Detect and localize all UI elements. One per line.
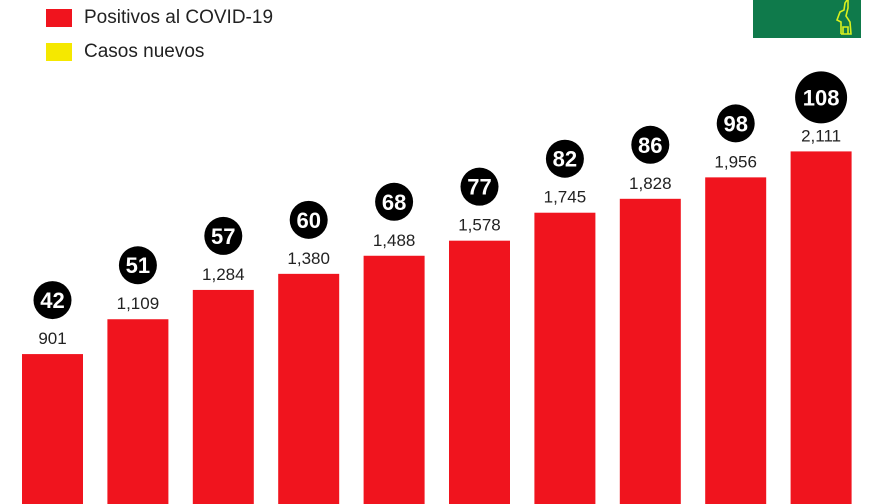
- data-label-total: 1,828: [629, 174, 672, 193]
- bar: [192, 289, 254, 504]
- bar: [22, 354, 83, 504]
- new-cases-badge: [375, 182, 414, 221]
- legend-item-casos-nuevos: Casos nuevos: [46, 41, 204, 63]
- new-cases-badge: [118, 246, 157, 285]
- data-label-new-cases: 77: [467, 175, 491, 200]
- data-label-total: 2,111: [801, 126, 841, 145]
- new-cases-badge: [545, 139, 584, 178]
- bar: [705, 177, 767, 504]
- data-label-new-cases: 68: [382, 190, 406, 215]
- data-label-new-cases: 42: [40, 288, 64, 313]
- data-label-total: 901: [38, 329, 66, 348]
- data-label-total: 1,488: [373, 231, 416, 250]
- data-label-new-cases: 57: [211, 224, 235, 249]
- legend-label: Casos nuevos: [84, 41, 205, 62]
- data-label-total: 1,578: [458, 216, 501, 235]
- data-label-new-cases: 108: [803, 85, 840, 110]
- bar: [449, 240, 510, 504]
- new-cases-badge: [33, 281, 72, 320]
- bar: [107, 319, 169, 504]
- bar: [619, 198, 681, 504]
- bar: [278, 273, 340, 504]
- new-cases-badge: [289, 200, 328, 239]
- legend-item-positivos: Positivos al COVID-19: [46, 7, 273, 29]
- legend-swatch-yellow: [46, 43, 72, 61]
- bar: [790, 151, 852, 504]
- new-cases-badge: [716, 104, 755, 143]
- brand-logo: [753, 0, 861, 38]
- legend-label: Positivos al COVID-19: [84, 7, 274, 28]
- new-cases-badge: [460, 167, 499, 206]
- data-label-new-cases: 60: [296, 208, 320, 233]
- bar: [534, 212, 596, 504]
- data-label-total: 1,745: [544, 188, 587, 207]
- new-cases-badge: [631, 125, 670, 164]
- data-label-new-cases: 82: [553, 147, 577, 172]
- legend-swatch-red: [46, 9, 72, 27]
- data-label-total: 1,284: [202, 265, 245, 284]
- data-label-total: 1,380: [287, 249, 330, 268]
- data-label-new-cases: 51: [126, 253, 150, 278]
- data-label-new-cases: 86: [638, 133, 662, 158]
- statue-icon: [835, 0, 852, 35]
- data-label-total: 1,956: [714, 152, 757, 171]
- new-cases-badge: [204, 216, 243, 255]
- data-label-total: 1,109: [117, 294, 160, 313]
- new-cases-badge: [795, 71, 848, 124]
- bar: [363, 255, 425, 504]
- data-label-new-cases: 98: [723, 111, 747, 136]
